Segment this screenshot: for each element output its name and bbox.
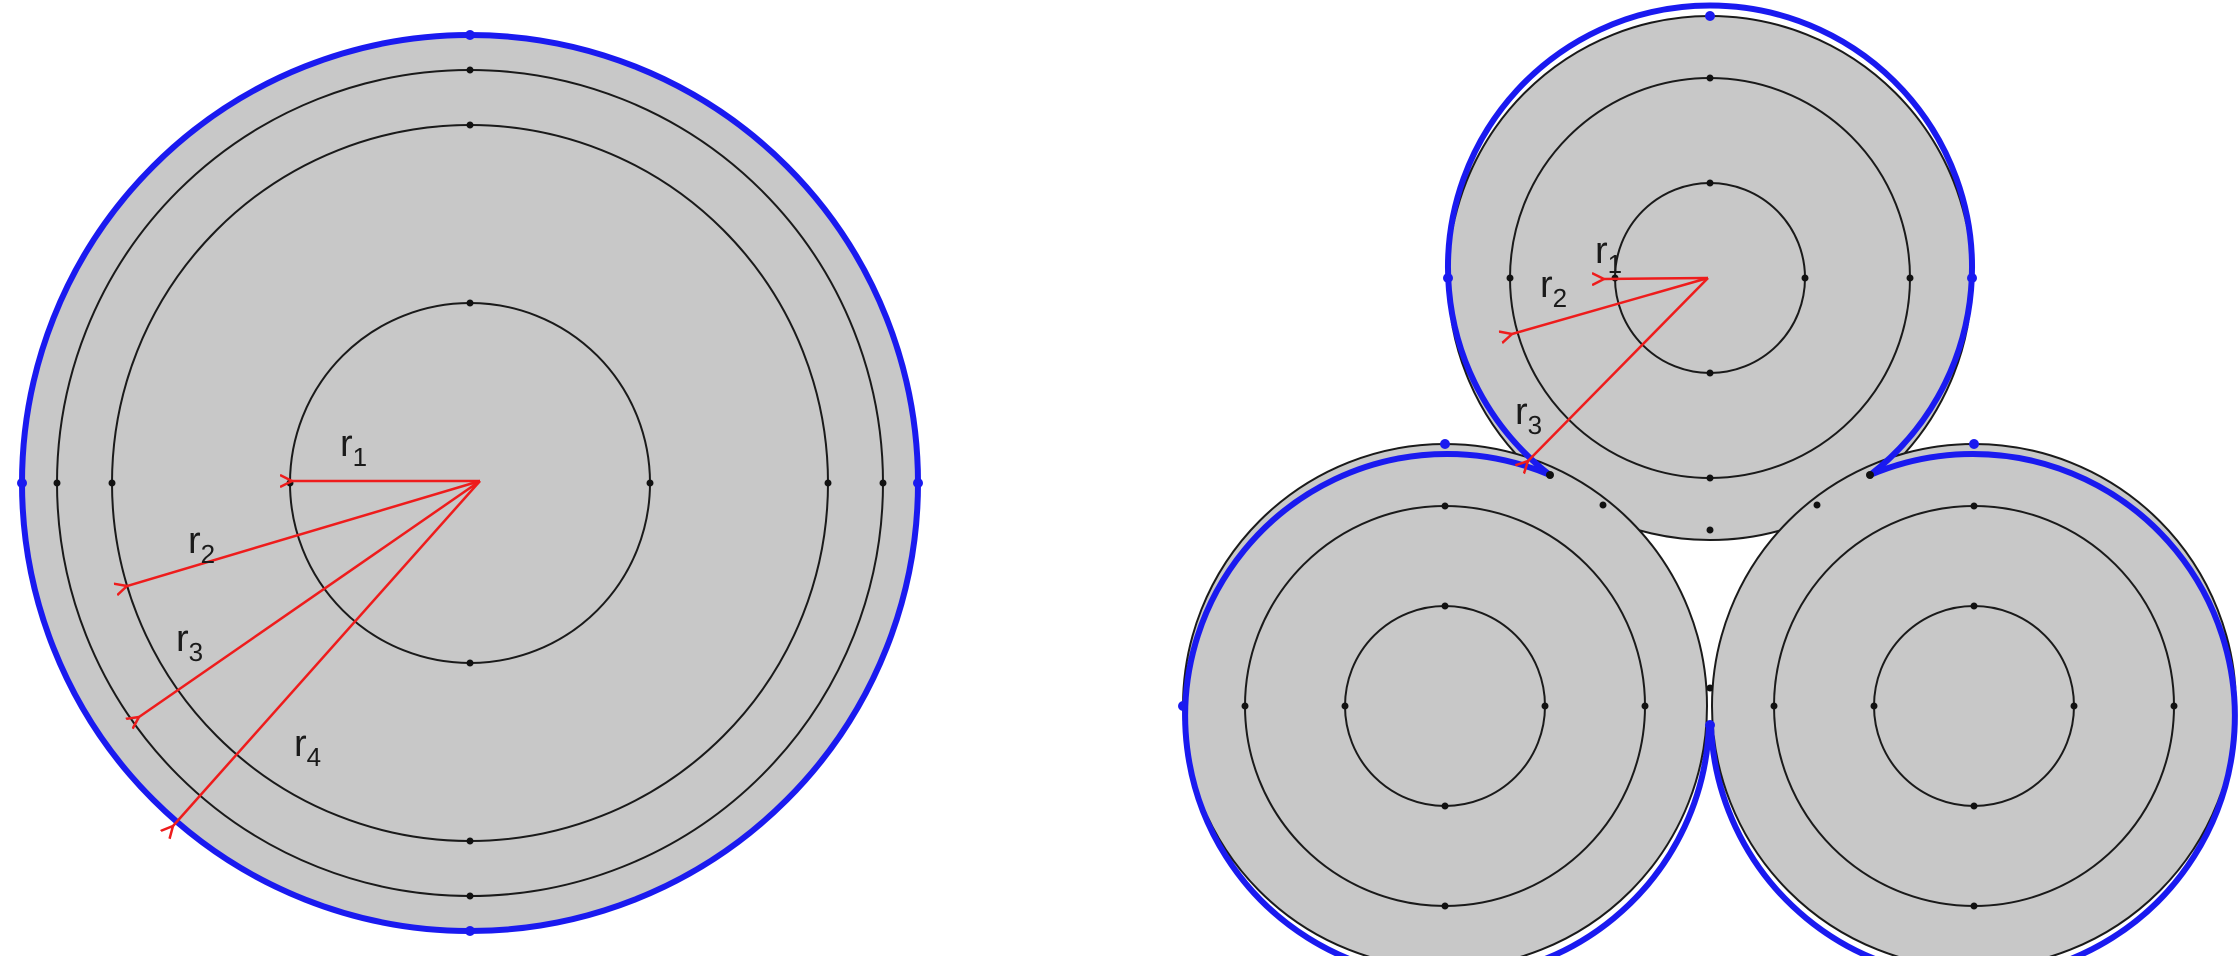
trefoil-radius-labels: r1 r2 r3 [1515,230,1622,440]
trefoil-label-r2: r2 [1540,264,1567,313]
outer-boundary-arcs [1182,2,2238,956]
trefoil-radius-arrow-r3 [1528,277,1709,461]
label-r1: r1 [340,423,367,472]
trefoil-radius-arrows [1512,276,1709,461]
core-bottom-right [1711,443,2237,956]
radius-arrows [127,479,481,826]
trefoil-label-r1: r1 [1595,230,1622,279]
core-bl-outer [1182,443,1708,956]
three-core-cable: r1 r2 r3 [1178,2,2238,956]
core-br-outer [1711,443,2237,956]
trefoil-radius-arrow-r1 [1604,278,1709,279]
radius-labels: r1 r2 r3 r4 [176,423,367,772]
trefoil-radius-arrow-r2 [1512,276,1709,334]
radius-arrow-r2 [127,479,481,586]
label-r2: r2 [188,520,215,569]
radius-arrow-r3 [139,479,481,717]
single-core-cable: r1 r2 r3 r4 [17,30,923,936]
label-r4: r4 [294,723,321,772]
core-bottom-left [1182,443,1708,956]
trefoil-nodes [1178,11,2178,910]
nodes [17,30,923,936]
trefoil-label-r3: r3 [1515,391,1542,440]
label-r3: r3 [176,618,203,667]
radius-arrow-r4 [173,480,481,826]
